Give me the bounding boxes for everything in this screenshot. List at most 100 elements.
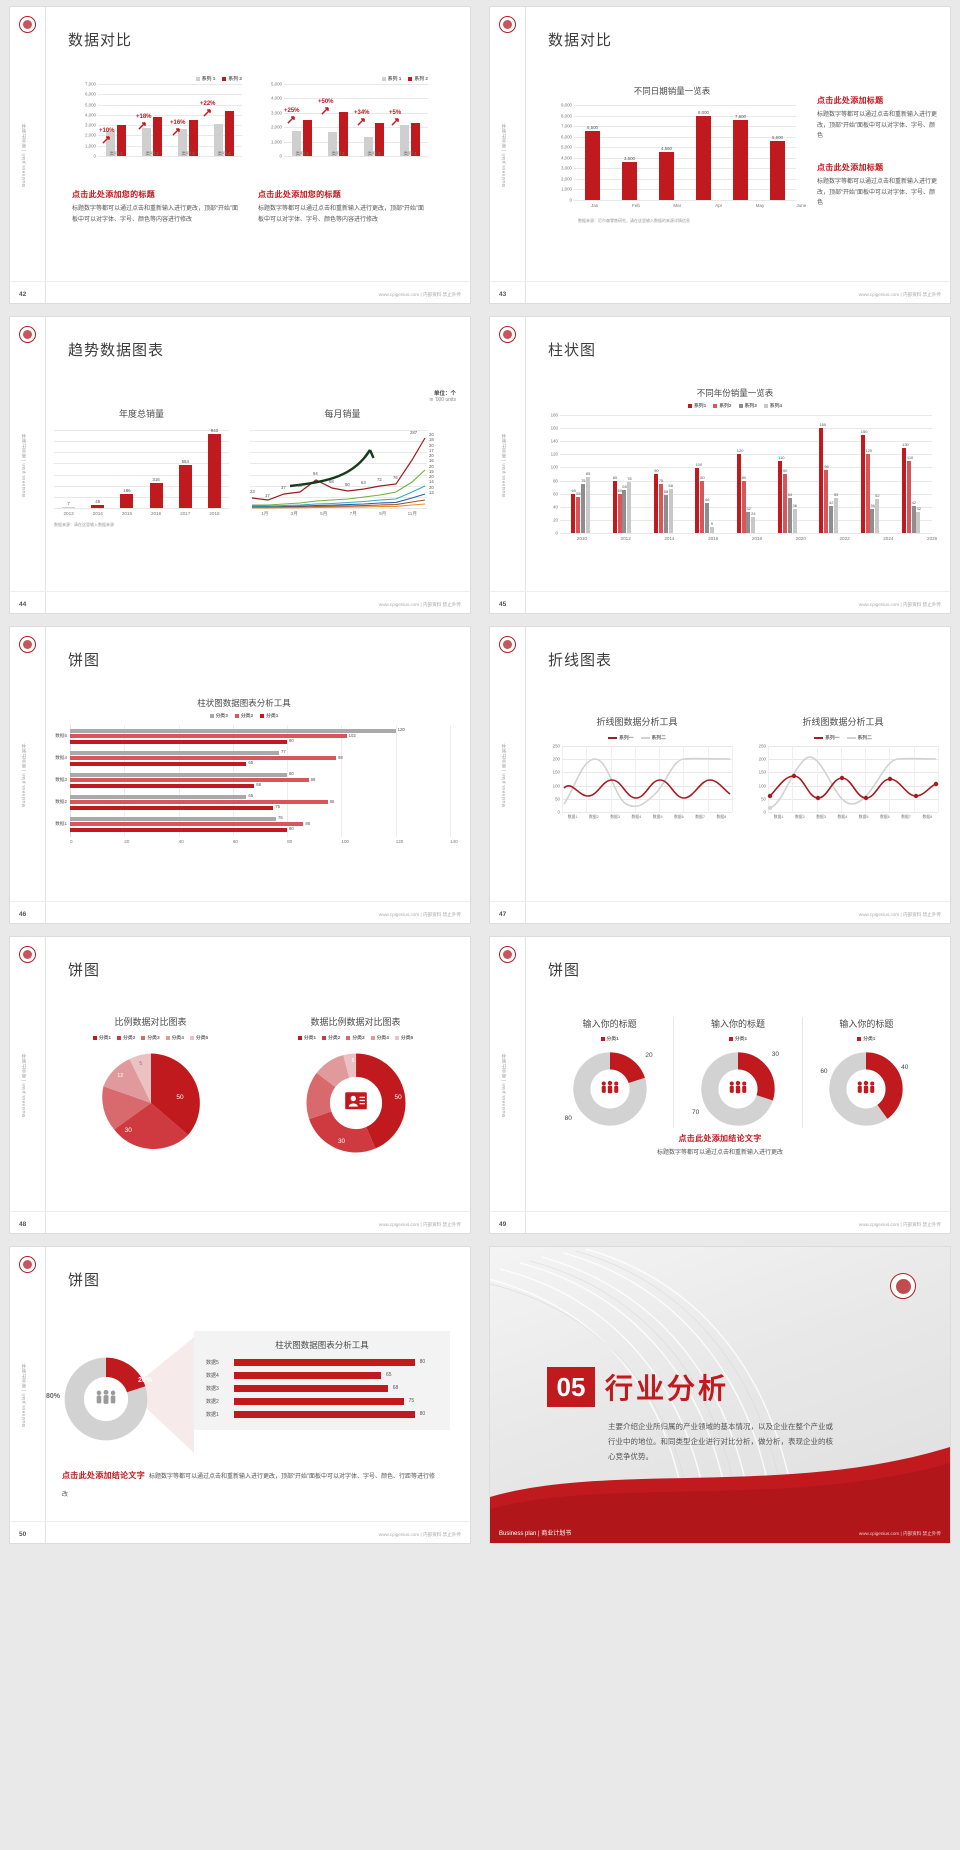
bar-group: 90 75 58 68 bbox=[643, 415, 684, 533]
point-labels: 23 17 37 44 94 68 50 63 72 76 287 bbox=[250, 430, 427, 508]
seal-icon bbox=[19, 326, 36, 343]
slide-43[interactable]: Business plan | 商业计划书 数据对比 不同日期销量一览表 9,0… bbox=[489, 6, 951, 304]
bar-value: 3,600 bbox=[624, 156, 635, 161]
x-label: 1月 bbox=[261, 511, 269, 516]
row-label: 数据3 bbox=[55, 777, 67, 782]
donut-title: 输入你的标题 bbox=[839, 1019, 894, 1029]
people-icon bbox=[601, 1080, 618, 1094]
bars-group: 7 45 186 316 554 943 bbox=[54, 428, 229, 508]
slide-49[interactable]: Business plan | 商业计划书 饼图 输入你的标题 分类1 bbox=[489, 936, 951, 1234]
slide-45[interactable]: Business plan | 商业计划书 柱状图 不同年份销量一览表 系列1 … bbox=[489, 316, 951, 614]
donut-value: 30 bbox=[771, 1051, 779, 1058]
cover-footer-right: www.cpigenius.com | 内部资料 禁止外传 bbox=[858, 1531, 941, 1536]
x-tick: 0 bbox=[70, 839, 73, 844]
grouped-bar-chart: 不同年份销量一览表 系列1 系列2 系列3 系列4 180 160 140 1 bbox=[538, 387, 938, 541]
x-label: 数据4 bbox=[837, 815, 848, 819]
chart-title: 折线图数据分析工具 bbox=[596, 717, 678, 727]
x-label: 3月 bbox=[290, 511, 298, 516]
donut-wrap: 20% 80% bbox=[46, 1355, 152, 1443]
slide-cell-51: 05 行业分析 主要介绍企业所归属的产业领域的基本情况，以及企业在整个产业或行业… bbox=[480, 1240, 960, 1550]
conclusion-block: 点击此处添加结论文字 标题数字等都可以通过点击和重新输入进行更改 bbox=[490, 1133, 950, 1159]
pie-svg bbox=[101, 1053, 200, 1150]
slide-rail: Business plan | 商业计划书 bbox=[10, 7, 46, 303]
slide-51[interactable]: 05 行业分析 主要介绍企业所归属的产业领域的基本情况，以及企业在整个产业或行业… bbox=[489, 1246, 951, 1544]
donut-svg bbox=[64, 1357, 148, 1441]
x-label: Mar bbox=[673, 203, 682, 208]
bar-value: 7 bbox=[67, 501, 70, 507]
slide-48[interactable]: Business plan | 商业计划书 饼图 比例数据对比图表 分类1 分类… bbox=[9, 936, 471, 1234]
x-label: 2022 bbox=[839, 536, 850, 541]
pie-label: 5 bbox=[139, 1060, 143, 1067]
pie-label: 50 bbox=[176, 1094, 184, 1102]
rl: 13 bbox=[429, 489, 434, 495]
slide-44[interactable]: Business plan | 商业计划书 趋势数据图表 单位：个 in '00… bbox=[9, 316, 471, 614]
legend-label: 分类1 bbox=[606, 1037, 619, 1042]
point-label: 44 bbox=[297, 483, 302, 488]
rl: 20 bbox=[429, 442, 434, 448]
bar-value: 4,560 bbox=[661, 145, 672, 151]
x-label: 数据6 bbox=[880, 815, 890, 819]
slide-46[interactable]: Business plan | 商业计划书 饼图 柱状图数据图表分析工具 分类3… bbox=[9, 626, 471, 924]
legend-label: 分类2 bbox=[240, 714, 254, 719]
chart-legend: 系列一 系列二 bbox=[748, 734, 938, 741]
slide-footer bbox=[10, 901, 470, 923]
text-block-1: 点击此处添加您的标题 标题数字等都可以通过点击和重新输入进行更改，顶部“开始”面… bbox=[72, 189, 240, 225]
donut-legend: 分类1 bbox=[546, 1035, 673, 1042]
rail-label: Business plan | 商业计划书 bbox=[501, 433, 506, 497]
bar-group: 60 55 75 85 bbox=[560, 415, 601, 533]
chart-legend: 系列1 系列2 系列3 系列4 bbox=[538, 402, 932, 409]
section-body: 主要介绍企业所归属的产业领域的基本情况，以及企业在整个产业或行业中的地位。和同类… bbox=[608, 1422, 833, 1461]
slide-rail: Business plan | 商业计划书 bbox=[10, 627, 46, 923]
x-label: 2014 bbox=[664, 536, 675, 541]
bar-group bbox=[284, 84, 320, 156]
hbar-row: 数据5 120 102 80 bbox=[38, 725, 450, 747]
bar-value: 6,500 bbox=[587, 125, 598, 131]
page-title: 饼图 bbox=[68, 1272, 101, 1289]
slide-rail: Business plan | 商业计划书 bbox=[10, 317, 46, 613]
seal-icon bbox=[499, 16, 516, 33]
slide-cell-42: Business plan | 商业计划书 数据对比 系列 1 系列 2 7,0… bbox=[0, 0, 480, 310]
donut-labels: 50 30 18 12 5 bbox=[258, 1049, 453, 1157]
slide-47[interactable]: Business plan | 商业计划书 折线图表 折线图数据分析工具 系列一… bbox=[489, 626, 951, 924]
conclusion-heading: 点击此处添加结论文字 bbox=[62, 1471, 145, 1480]
x-axis-labels: Jan Feb Mar Apr May June bbox=[574, 203, 822, 208]
rl: 16 bbox=[429, 458, 434, 464]
rail-label: Business plan | 商业计划书 bbox=[21, 433, 26, 497]
bar-wrap: 4,560 bbox=[648, 105, 685, 200]
legend-label: 分类4 bbox=[171, 1036, 184, 1041]
y-axis-ticks: 250 200 150 100 50 0 bbox=[758, 743, 766, 815]
page-title: 数据对比 bbox=[548, 32, 613, 49]
donut-legend: 分类1 bbox=[674, 1035, 801, 1042]
seal-icon bbox=[19, 636, 36, 653]
bar-wrap: 45 bbox=[83, 430, 112, 508]
block-body: 标题数字等都可以通过点击和重新输入进行更改，顶部“开始”面板中可以对字体、字号、… bbox=[817, 179, 938, 206]
point-label: 72 bbox=[377, 477, 382, 482]
slide-42[interactable]: Business plan | 商业计划书 数据对比 系列 1 系列 2 7,0… bbox=[9, 6, 471, 304]
right-legend-values: 20 18 20 17 20 16 20 15 20 14 20 13 bbox=[429, 432, 455, 495]
plot-area: 7 45 186 316 554 943 bbox=[54, 428, 229, 509]
row-value: 65 bbox=[385, 1372, 392, 1378]
row-value: 80 bbox=[419, 1411, 426, 1417]
x-axis-labels: 数据1 数据2 数据3 数据4 数据5 数据6 数据7 数据8 bbox=[768, 815, 938, 820]
bar-wrap: 7,600 bbox=[722, 105, 759, 200]
row-label: 数据4 bbox=[55, 755, 67, 760]
bars-group: 6,500 3,600 4,560 8,000 7,600 5,600 bbox=[574, 105, 796, 200]
bar-chart-2: 系列 1 系列 2 5,000 4,000 3,000 2,000 1,000 0 bbox=[258, 75, 428, 175]
legend-label: 系列一 bbox=[825, 736, 840, 741]
plot-area: 23 17 37 44 94 68 50 63 72 76 287 20 bbox=[250, 430, 455, 509]
slide-50[interactable]: Business plan | 商业计划书 饼图 20% bbox=[9, 1246, 471, 1544]
block-heading: 点击此处添加标题 bbox=[817, 163, 884, 172]
chart-title: 比例数据对比图表 bbox=[114, 1017, 187, 1027]
bar-value: 316 bbox=[152, 477, 160, 483]
slide-cell-47: Business plan | 商业计划书 折线图表 折线图数据分析工具 系列一… bbox=[480, 620, 960, 930]
growth-label: +18% bbox=[136, 114, 152, 120]
footer-url: www.cpigenius.com | 内部资料 禁止外传 bbox=[858, 1222, 941, 1227]
donut-label: 18 bbox=[287, 1099, 294, 1106]
growth-label: +50% bbox=[318, 99, 334, 105]
rail-label: Business plan | 商业计划书 bbox=[21, 743, 26, 807]
page-title: 数据对比 bbox=[68, 32, 133, 49]
seal-icon bbox=[19, 1256, 36, 1273]
horizontal-bar-chart: 柱状图数据图表分析工具 分类3 分类2 分类1 bbox=[38, 697, 458, 844]
x-label: 类别 4 bbox=[403, 151, 417, 156]
x-axis-labels: 0 20 40 60 80 100 120 140 bbox=[70, 839, 458, 844]
